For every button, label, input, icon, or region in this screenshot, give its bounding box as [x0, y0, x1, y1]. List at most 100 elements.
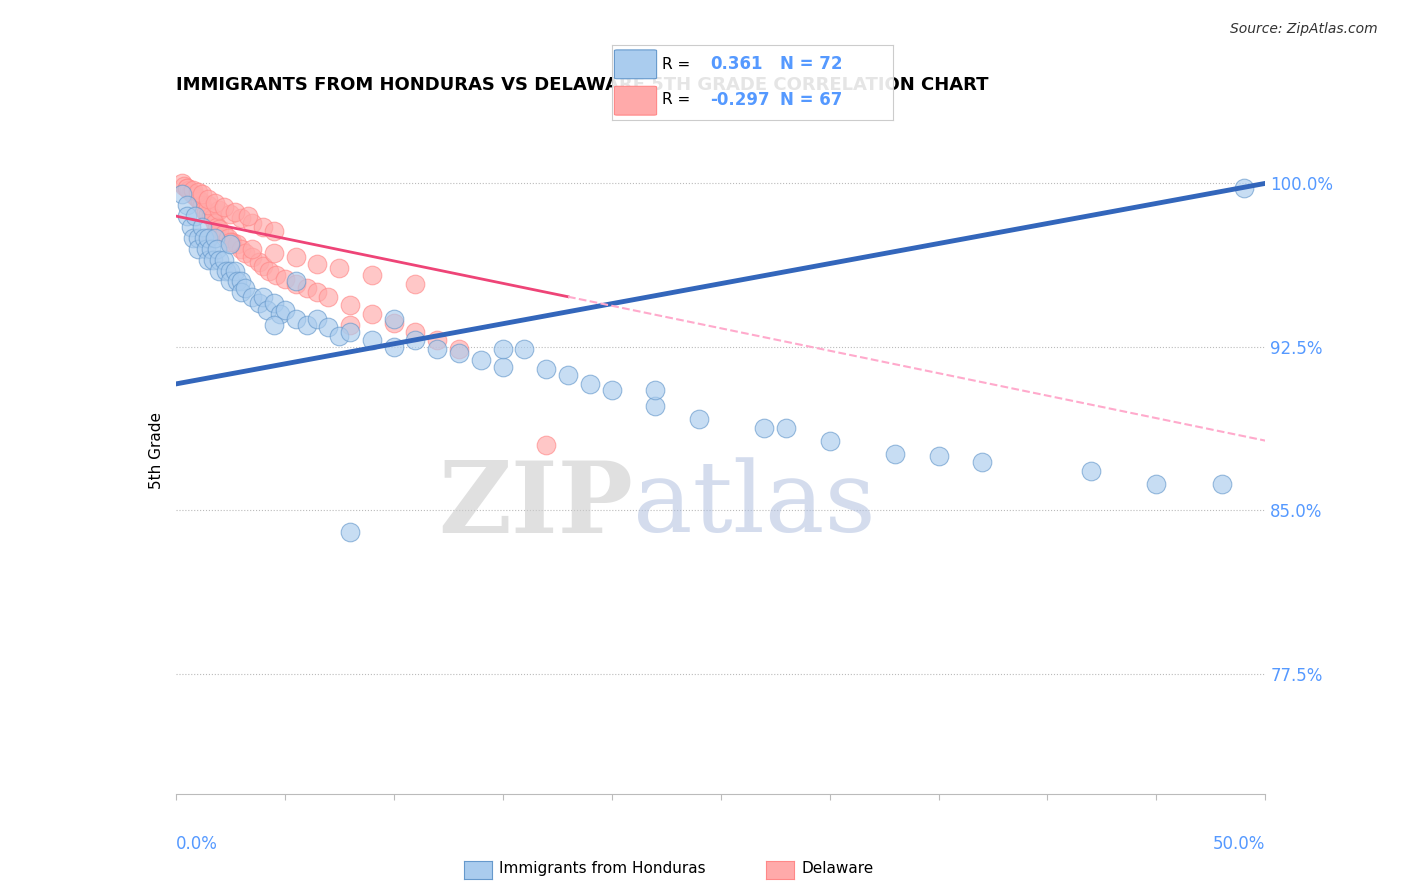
Point — [328, 261, 350, 276]
Point — [176, 180, 198, 194]
Point — [204, 231, 226, 245]
Point — [197, 192, 219, 206]
Point — [191, 219, 214, 234]
Text: atlas: atlas — [633, 458, 876, 553]
Point — [193, 231, 215, 245]
Point — [754, 420, 776, 434]
Point — [191, 198, 214, 212]
Point — [197, 198, 219, 212]
Point — [181, 231, 204, 245]
Point — [219, 263, 242, 277]
Point — [180, 219, 202, 234]
Point — [644, 399, 666, 413]
Point — [224, 204, 246, 219]
Point — [186, 231, 209, 245]
Point — [176, 209, 198, 223]
Point — [180, 185, 202, 199]
Point — [263, 246, 285, 260]
Point — [447, 346, 470, 360]
Text: N = 72: N = 72 — [780, 55, 842, 73]
FancyBboxPatch shape — [614, 50, 657, 78]
Point — [173, 178, 195, 193]
Point — [557, 368, 579, 383]
Point — [200, 209, 222, 223]
Point — [184, 209, 207, 223]
Point — [360, 307, 382, 321]
Point — [579, 376, 602, 391]
Point — [284, 277, 307, 291]
Point — [217, 231, 239, 245]
Text: 50.0%: 50.0% — [1213, 835, 1265, 853]
Point — [224, 263, 246, 277]
Point — [318, 290, 340, 304]
Point — [201, 211, 224, 226]
Point — [263, 296, 285, 310]
Point — [328, 329, 350, 343]
Point — [295, 281, 318, 295]
Point — [215, 263, 238, 277]
Point — [259, 263, 281, 277]
Text: R =: R = — [662, 93, 696, 107]
Point — [263, 224, 285, 238]
Point — [186, 242, 209, 256]
Point — [219, 235, 242, 250]
Point — [208, 252, 231, 267]
Point — [295, 318, 318, 332]
Point — [256, 302, 278, 317]
Point — [263, 318, 285, 332]
Point — [181, 183, 204, 197]
Point — [219, 275, 242, 289]
Point — [195, 242, 218, 256]
Point — [405, 277, 427, 291]
Point — [200, 242, 222, 256]
Point — [775, 420, 797, 434]
Point — [600, 384, 623, 398]
Point — [197, 252, 219, 267]
Point — [247, 255, 270, 269]
Point — [231, 211, 253, 226]
Point — [204, 216, 226, 230]
Point — [231, 285, 253, 300]
Point — [1144, 477, 1167, 491]
Point — [197, 231, 219, 245]
Point — [252, 290, 274, 304]
Point — [212, 252, 235, 267]
Text: ZIP: ZIP — [439, 457, 633, 554]
Point — [195, 204, 218, 219]
Point — [307, 257, 329, 271]
Point — [235, 281, 257, 295]
Point — [240, 216, 263, 230]
Text: N = 67: N = 67 — [780, 91, 842, 109]
Point — [176, 198, 198, 212]
Text: Source: ZipAtlas.com: Source: ZipAtlas.com — [1230, 22, 1378, 37]
FancyBboxPatch shape — [614, 87, 657, 115]
Point — [284, 251, 307, 265]
Point — [188, 194, 211, 208]
Point — [212, 227, 235, 241]
Point — [264, 268, 287, 282]
Point — [212, 200, 235, 214]
Point — [252, 259, 274, 273]
Point — [644, 384, 666, 398]
Point — [231, 275, 253, 289]
Text: IMMIGRANTS FROM HONDURAS VS DELAWARE 5TH GRADE CORRELATION CHART: IMMIGRANTS FROM HONDURAS VS DELAWARE 5TH… — [176, 77, 988, 95]
Point — [193, 202, 215, 217]
Point — [534, 438, 557, 452]
Point — [219, 237, 242, 252]
Point — [240, 290, 263, 304]
Point — [405, 325, 427, 339]
Point — [235, 246, 257, 260]
Point — [307, 285, 329, 300]
Point — [360, 334, 382, 348]
Text: Immigrants from Honduras: Immigrants from Honduras — [499, 862, 706, 876]
Point — [269, 307, 291, 321]
Point — [231, 242, 253, 256]
Point — [382, 340, 405, 354]
Point — [534, 361, 557, 376]
Y-axis label: 5th Grade: 5th Grade — [149, 412, 165, 489]
Point — [307, 311, 329, 326]
Point — [492, 359, 515, 374]
Text: R =: R = — [662, 57, 696, 72]
Point — [221, 235, 243, 250]
Point — [205, 242, 228, 256]
